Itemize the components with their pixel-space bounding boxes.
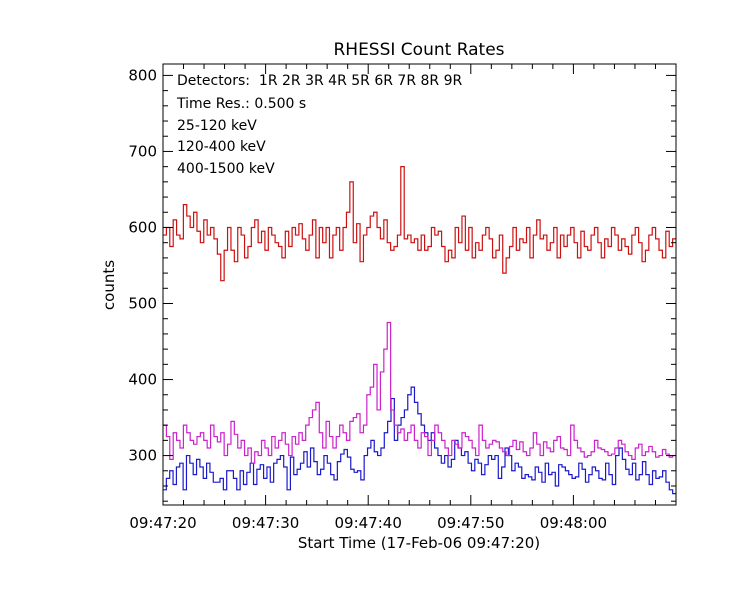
x-tick-label: 09:47:20 xyxy=(129,514,196,532)
y-tick-label: 800 xyxy=(128,66,157,84)
chart-title: RHESSI Count Rates xyxy=(333,40,504,60)
axes-group: 300 400 500 600 700 800 09:47:20 09:47:30 09:47:… xyxy=(128,64,676,532)
plot-frame xyxy=(162,63,677,506)
legend-label-25-120: 25-120 keV xyxy=(177,118,257,134)
x-tick-label: 09:47:30 xyxy=(232,514,299,532)
x-tick-label: 09:48:00 xyxy=(540,514,607,532)
series-group xyxy=(163,166,676,495)
y-tick-label: 700 xyxy=(128,142,157,160)
series-line-2 xyxy=(163,166,676,282)
legend-label-120-400: 120-400 keV xyxy=(177,139,266,155)
series-line-1 xyxy=(163,321,676,464)
y-tick-label: 600 xyxy=(128,218,157,236)
detectors-annotation: Detectors: 1R 2R 3R 4R 5R 6R 7R 8R 9R xyxy=(177,73,463,89)
series-line-0 xyxy=(163,386,676,495)
legend-label-400-1500: 400-1500 keV xyxy=(177,161,275,177)
x-axis-label: Start Time (17-Feb-06 09:47:20) xyxy=(298,534,540,552)
x-tick-label: 09:47:40 xyxy=(335,514,402,532)
y-axis-label: counts xyxy=(100,260,118,310)
y-tick-label: 300 xyxy=(128,447,157,465)
y-tick-label: 500 xyxy=(128,295,157,313)
y-tick-label: 400 xyxy=(128,371,157,389)
time-res-annotation: Time Res.: 0.500 s xyxy=(176,96,306,112)
x-tick-label: 09:47:50 xyxy=(437,514,504,532)
